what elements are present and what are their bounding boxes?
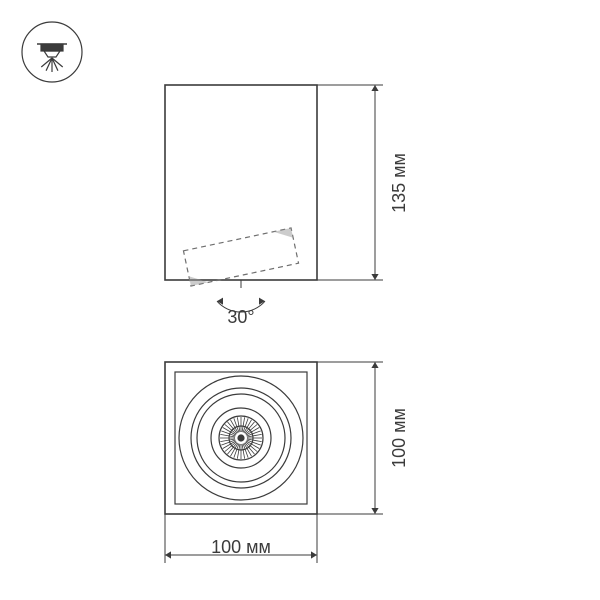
technical-drawing: 30° 135 мм 100 мм 100 мм (0, 0, 600, 600)
bottom-view: 100 мм 100 мм (165, 362, 409, 563)
bottom-width-label: 100 мм (211, 537, 271, 557)
downlight-icon (22, 0, 82, 82)
angle-label: 30° (227, 307, 254, 327)
side-height-label: 135 мм (389, 153, 409, 213)
bottom-height-label: 100 мм (389, 408, 409, 468)
side-view: 30° 135 мм (165, 85, 409, 327)
